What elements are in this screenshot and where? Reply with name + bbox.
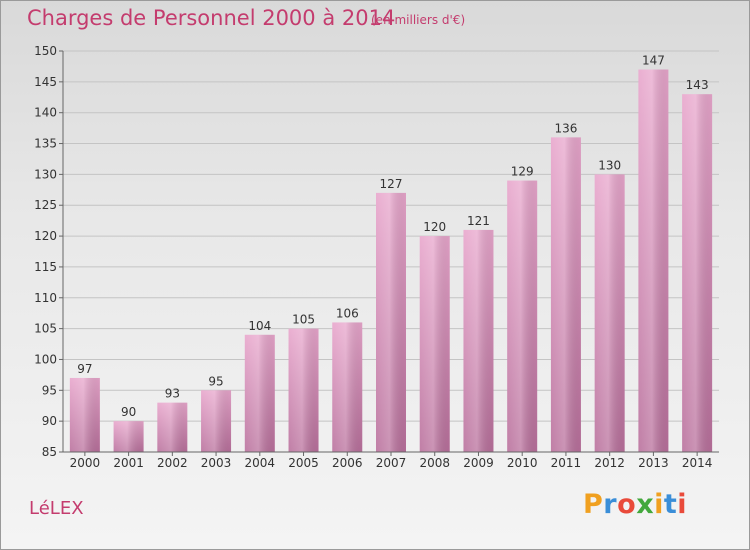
data-label-2011: 136 bbox=[554, 121, 577, 135]
bar-shine bbox=[682, 94, 713, 452]
bar-shine bbox=[376, 192, 406, 452]
x-tick-label: 2013 bbox=[638, 456, 669, 470]
x-tick-label: 2001 bbox=[113, 456, 144, 470]
x-tick-label: 2003 bbox=[201, 456, 232, 470]
data-label-2007: 127 bbox=[380, 177, 403, 191]
x-tick-label: 2012 bbox=[594, 456, 625, 470]
data-label-2008: 120 bbox=[423, 220, 446, 234]
bar-shine bbox=[594, 174, 625, 452]
y-tick-label: 100 bbox=[34, 352, 57, 366]
y-tick-label: 145 bbox=[34, 75, 57, 89]
data-label-2000: 97 bbox=[77, 362, 92, 376]
y-tick-label: 120 bbox=[34, 229, 57, 243]
x-tick-label: 2011 bbox=[551, 456, 582, 470]
y-tick-label: 125 bbox=[34, 198, 57, 212]
chart-subtitle: (en milliers d'€) bbox=[371, 13, 466, 27]
x-tick-label: 2009 bbox=[463, 456, 494, 470]
x-tick-label: 2004 bbox=[245, 456, 276, 470]
y-tick-label: 135 bbox=[34, 137, 57, 151]
bar-shine bbox=[550, 137, 581, 452]
city-name: LéLEX bbox=[29, 498, 84, 519]
x-tick-label: 2005 bbox=[288, 456, 319, 470]
data-label-2002: 93 bbox=[165, 387, 180, 401]
data-label-2013: 147 bbox=[642, 54, 665, 68]
y-tick-label: 115 bbox=[34, 260, 57, 274]
data-label-2012: 130 bbox=[598, 158, 621, 172]
bar-shine bbox=[419, 236, 450, 452]
y-tick-label: 140 bbox=[34, 106, 57, 120]
y-tick-label: 85 bbox=[42, 445, 57, 459]
data-label-2006: 106 bbox=[336, 306, 359, 320]
bar-shine bbox=[69, 377, 100, 452]
data-label-2004: 104 bbox=[248, 319, 271, 333]
y-tick-label: 130 bbox=[34, 167, 57, 181]
data-label-2001: 90 bbox=[121, 405, 136, 419]
bar-shine bbox=[507, 180, 538, 453]
bar-shine bbox=[157, 402, 188, 452]
chart-title: Charges de Personnel 2000 à 2014 bbox=[27, 6, 396, 30]
x-tick-label: 2000 bbox=[70, 456, 101, 470]
data-label-2009: 121 bbox=[467, 214, 490, 228]
x-tick-label: 2008 bbox=[419, 456, 450, 470]
x-tick-label: 2014 bbox=[682, 456, 713, 470]
proxiti-logo: Proxiti bbox=[583, 489, 688, 520]
data-label-2010: 129 bbox=[511, 165, 534, 179]
y-tick-label: 90 bbox=[42, 414, 57, 428]
data-label-2003: 95 bbox=[208, 374, 223, 388]
x-tick-label: 2007 bbox=[376, 456, 407, 470]
bar-shine bbox=[288, 328, 319, 452]
bar-shine bbox=[463, 229, 494, 452]
x-tick-label: 2002 bbox=[157, 456, 188, 470]
y-tick-label: 105 bbox=[34, 322, 57, 336]
y-tick-label: 110 bbox=[34, 291, 57, 305]
x-tick-label: 2010 bbox=[507, 456, 538, 470]
data-label-2005: 105 bbox=[292, 313, 315, 327]
bar-shine bbox=[332, 322, 363, 452]
bar-shine bbox=[638, 69, 669, 452]
x-tick-label: 2006 bbox=[332, 456, 363, 470]
bar-shine bbox=[244, 334, 275, 452]
bar-shine bbox=[113, 421, 144, 452]
y-tick-label: 95 bbox=[42, 383, 57, 397]
data-label-2014: 143 bbox=[686, 78, 709, 92]
y-tick-label: 150 bbox=[34, 44, 57, 58]
bar-shine bbox=[201, 390, 232, 452]
